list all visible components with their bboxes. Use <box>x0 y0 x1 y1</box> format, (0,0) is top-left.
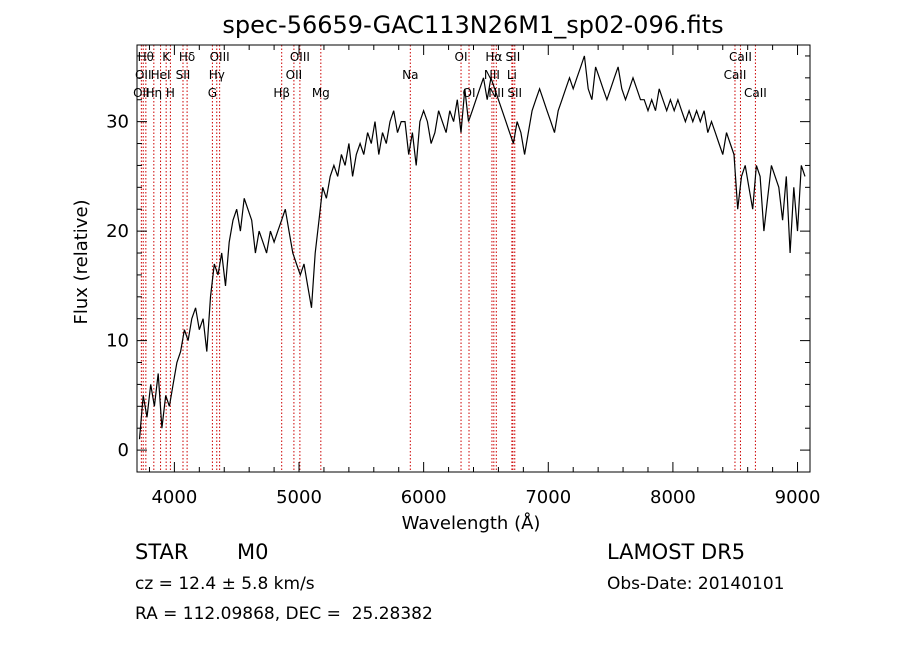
line-label-25: CaII <box>724 68 747 82</box>
spectral-line-labels: OIIOIIHθHηHeIKHSIIHδGHγOIIIHβOIIOIIIMgNa… <box>133 50 767 100</box>
line-label-26: CaII <box>729 50 752 64</box>
x-tick-label-4: 8000 <box>650 487 696 508</box>
line-label-3: Hη <box>146 86 163 100</box>
y-tick-label-1: 10 <box>106 331 129 352</box>
line-label-19: NII <box>484 68 500 82</box>
line-label-17: OI <box>455 50 468 64</box>
line-label-6: H <box>166 86 175 100</box>
line-label-5: K <box>162 50 171 64</box>
object-subclass: M0 <box>237 540 269 564</box>
line-label-23: SII <box>506 50 521 64</box>
line-label-1: OII <box>135 68 152 82</box>
chart-title: spec-56659-GAC113N26M1_sp02-096.fits <box>222 11 723 39</box>
line-label-10: Hγ <box>209 68 225 82</box>
line-label-7: SII <box>176 68 191 82</box>
coordinates: RA = 112.09868, DEC = 25.28382 <box>135 604 433 624</box>
y-tick-label-2: 20 <box>106 221 129 242</box>
line-label-14: OIII <box>290 50 310 64</box>
line-label-12: Hβ <box>273 86 290 100</box>
line-label-27: CaII <box>744 86 767 100</box>
line-label-22: Li <box>507 68 517 82</box>
line-label-13: OII <box>286 68 303 82</box>
redshift-velocity: cz = 12.4 ± 5.8 km/s <box>135 574 315 594</box>
line-label-9: G <box>208 86 217 100</box>
y-tick-label-0: 0 <box>118 440 129 461</box>
x-axis-label: Wavelength (Å) <box>402 512 541 534</box>
spectrum-series-line <box>138 55 806 440</box>
plot-frame <box>136 44 811 473</box>
spectral-line-markers <box>140 45 756 472</box>
x-tick-label-3: 7000 <box>525 487 571 508</box>
line-label-11: OIII <box>210 50 230 64</box>
line-label-15: Mg <box>312 86 330 100</box>
x-tick-label-2: 6000 <box>401 487 447 508</box>
line-label-20: Hα <box>485 50 502 64</box>
y-axis-label: Flux (relative) <box>71 199 92 324</box>
survey-name: LAMOST DR5 <box>607 540 746 564</box>
line-label-2: Hθ <box>138 50 154 64</box>
y-tick-label-3: 30 <box>106 112 129 133</box>
x-tick-label-1: 5000 <box>276 487 322 508</box>
x-tick-label-0: 4000 <box>151 487 197 508</box>
y-axis-ticks: 0 10 20 30 <box>106 55 810 461</box>
line-label-24: SII <box>507 86 522 100</box>
line-label-8: Hδ <box>179 50 195 64</box>
line-label-4: HeI <box>151 68 171 82</box>
line-label-16: Na <box>402 68 418 82</box>
object-class: STAR <box>135 540 189 564</box>
x-tick-label-5: 9000 <box>775 487 821 508</box>
x-axis-ticks: 4000 5000 6000 7000 8000 9000 <box>148 45 821 508</box>
observation-date: Obs-Date: 20140101 <box>607 574 785 594</box>
